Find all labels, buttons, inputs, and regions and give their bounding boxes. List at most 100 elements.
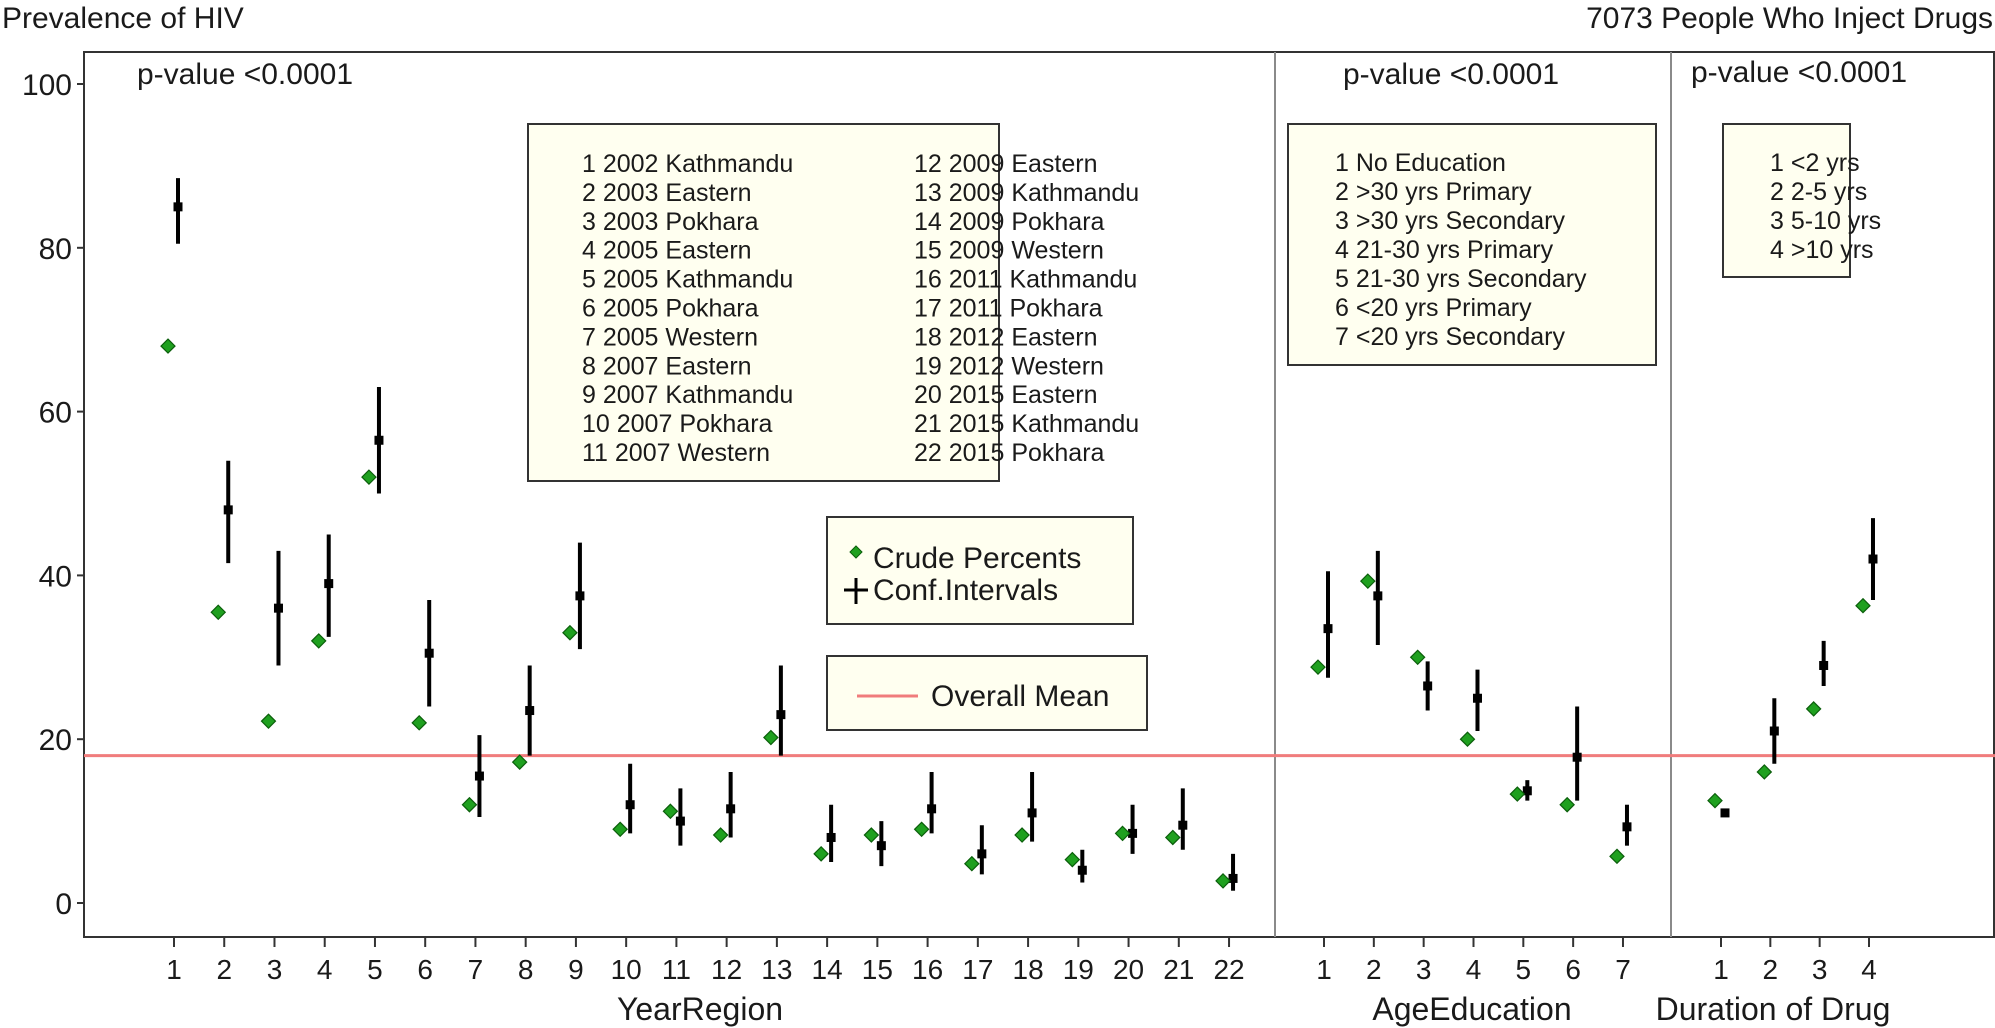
x-tick-label: 1 (1713, 954, 1729, 985)
yearregion-key-entry: 11 2007 Western (582, 439, 770, 467)
ageeducation-key-entry: 2 >30 yrs Primary (1335, 178, 1532, 206)
x-axis-label: Duration of Drug (1656, 991, 1891, 1027)
yearregion-key-entry: 1 2002 Kathmandu (582, 150, 793, 178)
adjusted-point (273, 603, 283, 613)
p-value-label: p-value <0.0001 (1691, 56, 1907, 89)
adjusted-point (625, 800, 635, 810)
legend-mean-label: Overall Mean (931, 680, 1109, 713)
crude-point (1215, 873, 1231, 889)
adjusted-point (173, 202, 183, 212)
adjusted-point (1819, 660, 1829, 670)
x-tick-label: 16 (912, 954, 943, 985)
duration-key-entry: 3 5-10 yrs (1770, 207, 1881, 235)
ageeducation-key-entry: 3 >30 yrs Secondary (1335, 207, 1565, 235)
y-tick-label: 60 (39, 397, 72, 430)
marker-legend-box (826, 516, 1134, 625)
y-tick-label: 0 (55, 888, 72, 921)
adjusted-point (1077, 865, 1087, 875)
ageeducation-key-box (1287, 123, 1657, 366)
x-tick-label: 12 (711, 954, 742, 985)
yearregion-key-entry: 15 2009 Western (914, 237, 1104, 265)
x-tick-label: 4 (1466, 954, 1482, 985)
yearregion-key-box (527, 123, 1000, 482)
yearregion-key-entry: 2 2003 Eastern (582, 179, 752, 207)
mean-legend-box (826, 655, 1148, 731)
crude-point (461, 796, 478, 813)
x-tick-label: 2 (216, 954, 232, 985)
adjusted-point (1720, 808, 1730, 818)
legend-crude-marker (849, 545, 863, 559)
x-tick-label: 13 (761, 954, 792, 985)
x-tick-label: 10 (611, 954, 642, 985)
adjusted-point (1128, 828, 1138, 838)
adjusted-point (776, 710, 786, 720)
adjusted-point (876, 841, 886, 851)
crude-point (963, 855, 980, 872)
crude-point (160, 338, 176, 354)
crude-point (1064, 851, 1081, 868)
crude-point (1509, 786, 1526, 802)
adjusted-point (1522, 786, 1532, 796)
x-tick-label: 9 (568, 954, 584, 985)
crude-point (411, 714, 428, 731)
adjusted-point (374, 435, 384, 445)
yearregion-key-entry: 14 2009 Pokhara (914, 208, 1105, 236)
crude-point (1855, 597, 1871, 614)
adjusted-point (927, 804, 937, 814)
ageeducation-key-entry: 7 <20 yrs Secondary (1335, 323, 1565, 351)
x-tick-label: 6 (417, 954, 433, 985)
x-tick-label: 15 (862, 954, 893, 985)
adjusted-point (1622, 822, 1632, 832)
x-tick-label: 2 (1763, 954, 1779, 985)
chart-subtitle: 7073 People Who Inject Drugs (1586, 2, 1993, 35)
duration-key-entry: 2 2-5 yrs (1770, 178, 1867, 206)
x-tick-label: 4 (1861, 954, 1877, 985)
adjusted-point (1228, 873, 1238, 883)
crude-point (763, 729, 779, 746)
x-tick-label: 17 (962, 954, 993, 985)
y-tick-label: 100 (22, 69, 72, 102)
plot-frame (83, 51, 1995, 938)
x-tick-label: 2 (1366, 954, 1382, 985)
crude-point (210, 604, 227, 621)
yearregion-key-entry: 21 2015 Kathmandu (914, 410, 1139, 438)
crude-point (1459, 731, 1476, 748)
x-tick-label: 1 (166, 954, 182, 985)
crude-point (511, 754, 528, 770)
adjusted-point (1178, 820, 1188, 830)
x-tick-label: 21 (1163, 954, 1194, 985)
crude-point (612, 821, 629, 838)
yearregion-key-entry: 22 2015 Pokhara (914, 439, 1105, 467)
x-tick-label: 14 (812, 954, 843, 985)
legend-crude-label: Crude Percents (873, 542, 1081, 575)
y-tick-label: 40 (39, 560, 72, 593)
crude-point (361, 469, 377, 485)
p-value-label: p-value <0.0001 (137, 58, 353, 91)
x-tick-label: 11 (662, 954, 691, 985)
x-axis-label: YearRegion (617, 991, 783, 1027)
crude-point (1805, 701, 1822, 717)
yearregion-key-entry: 16 2011 Kathmandu (914, 266, 1137, 294)
adjusted-point (324, 579, 334, 589)
ageeducation-key-entry: 5 21-30 yrs Secondary (1335, 265, 1587, 293)
crude-point (662, 803, 679, 820)
adjusted-point (1472, 693, 1482, 703)
x-tick-label: 5 (367, 954, 383, 985)
adjusted-point (575, 591, 585, 601)
yearregion-key-entry: 10 2007 Pokhara (582, 410, 773, 438)
crude-point (1409, 649, 1426, 666)
adjusted-point (1572, 752, 1582, 762)
x-tick-label: 7 (1615, 954, 1631, 985)
x-tick-label: 3 (1416, 954, 1432, 985)
ageeducation-key-entry: 1 No Education (1335, 149, 1506, 177)
yearregion-key-entry: 6 2005 Pokhara (582, 295, 759, 323)
x-tick-label: 18 (1013, 954, 1044, 985)
legend-ci-label: Conf.Intervals (873, 574, 1058, 607)
crude-point (1014, 827, 1030, 843)
duration-key-entry: 1 <2 yrs (1770, 149, 1860, 177)
x-axis-label: AgeEducation (1372, 991, 1571, 1027)
yearregion-key-entry: 8 2007 Eastern (582, 352, 752, 380)
yearregion-key-entry: 18 2012 Eastern (914, 323, 1097, 351)
adjusted-point (1868, 554, 1878, 564)
